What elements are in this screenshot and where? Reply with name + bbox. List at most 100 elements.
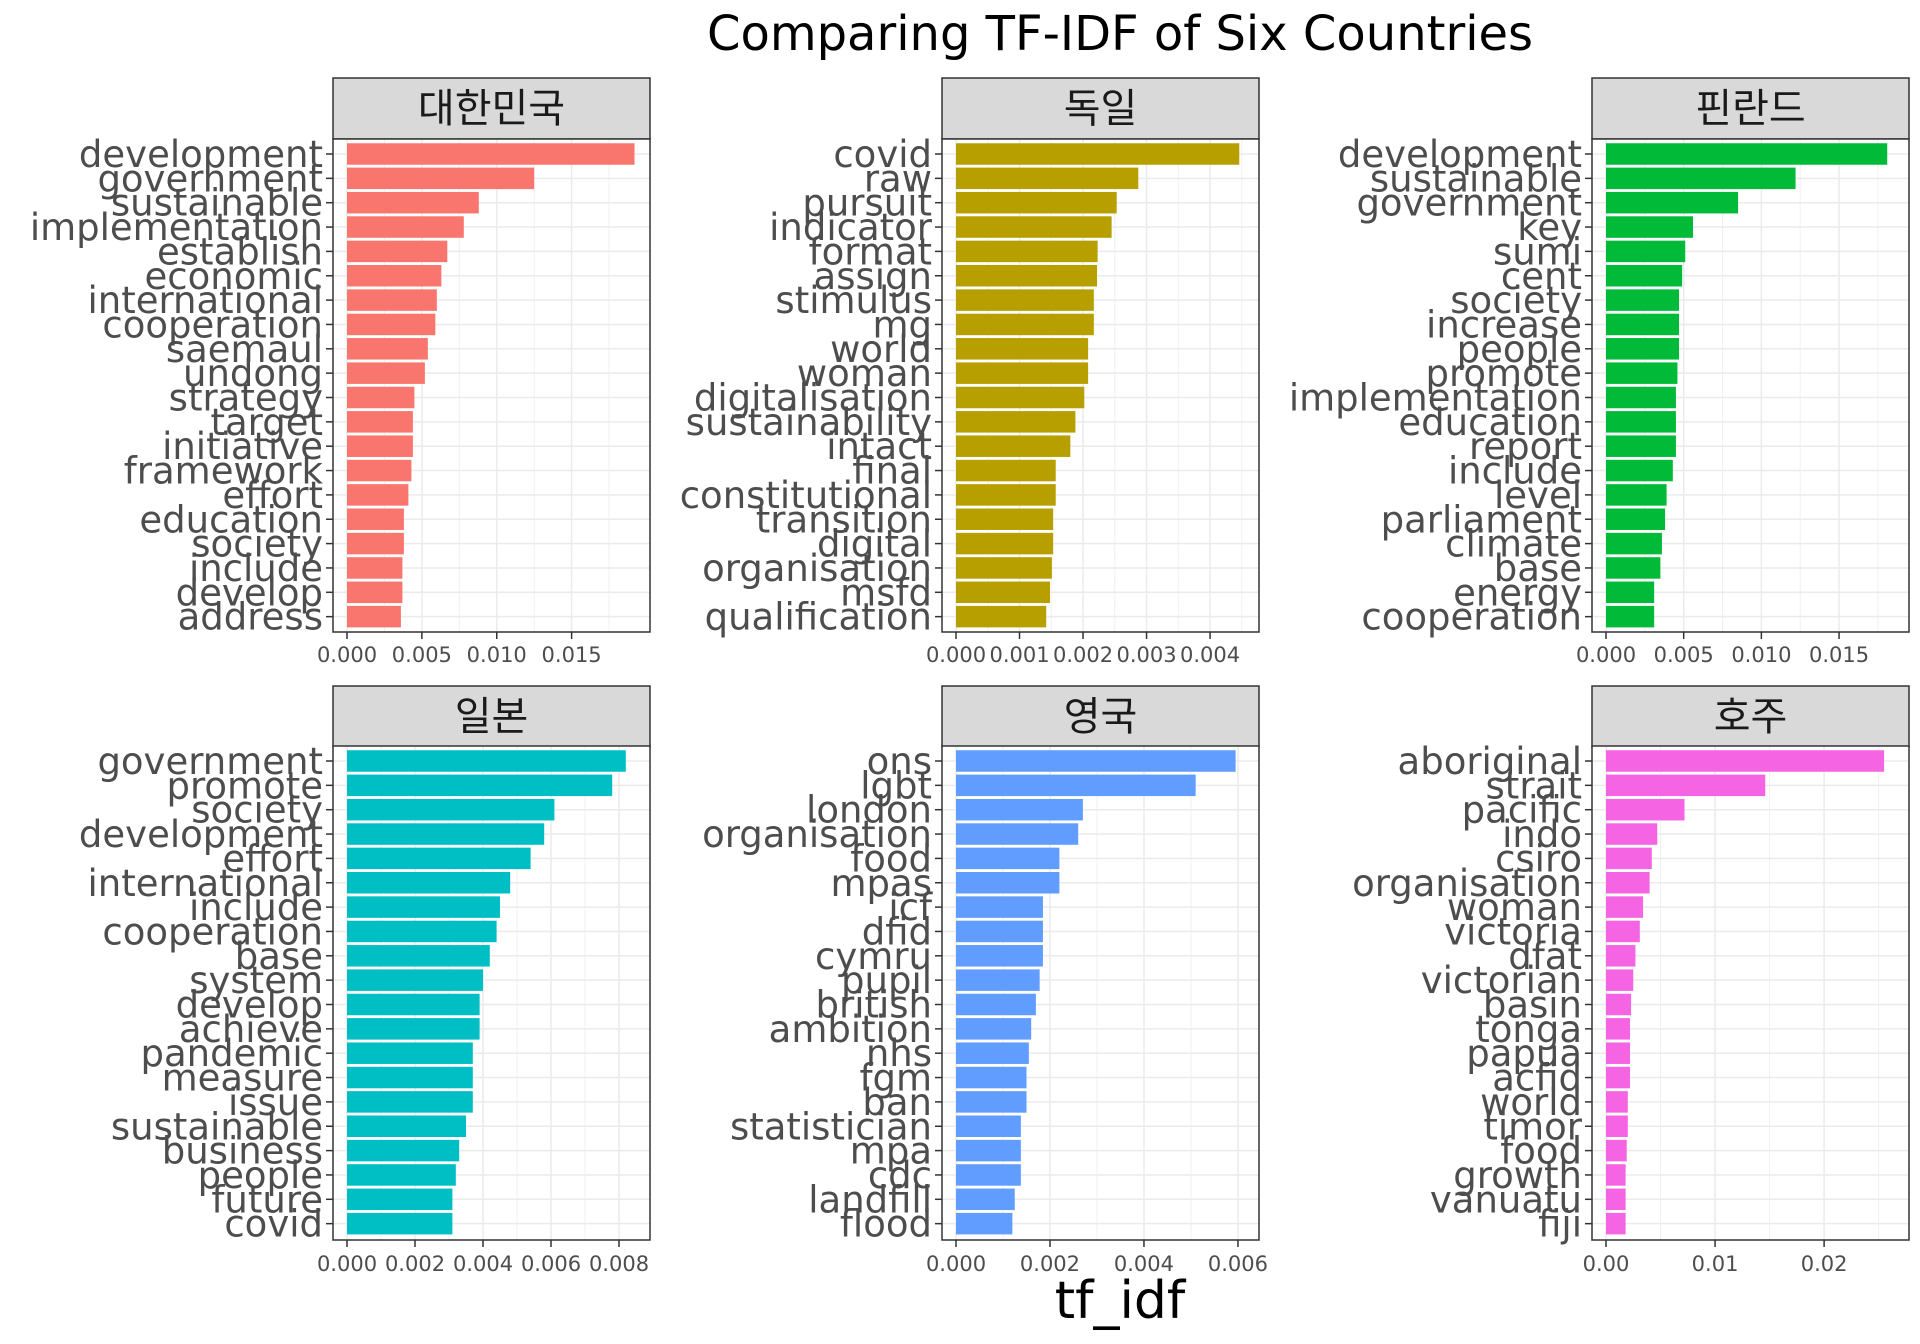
bar-framework bbox=[347, 459, 412, 482]
x-tick-label: 0.000 bbox=[317, 1252, 377, 1276]
category-label: international bbox=[87, 279, 323, 322]
category-label: education bbox=[1398, 401, 1582, 444]
bar-world bbox=[1606, 1091, 1628, 1113]
bar-constitutional bbox=[956, 484, 1056, 506]
bar-promote bbox=[347, 774, 613, 797]
bar-system bbox=[347, 969, 483, 991]
facet-strip-label: 핀란드 bbox=[1695, 86, 1805, 132]
category-label: cdc bbox=[868, 1154, 932, 1197]
category-label: food bbox=[850, 837, 932, 880]
category-label: saemaul bbox=[166, 328, 323, 371]
facet-strip-label: 일본 bbox=[455, 694, 529, 740]
category-label: tonga bbox=[1475, 1008, 1582, 1051]
facet-strip-label: 영국 bbox=[1064, 694, 1138, 740]
bar-fiji bbox=[1606, 1212, 1626, 1235]
bar-nhs bbox=[956, 1042, 1029, 1064]
bar-level bbox=[1606, 484, 1667, 506]
bar-fgm bbox=[956, 1066, 1027, 1089]
x-tick-label: 0.004 bbox=[1114, 1252, 1174, 1276]
category-label: landfill bbox=[808, 1178, 932, 1221]
bar-intact bbox=[956, 435, 1071, 457]
category-label: lgbt bbox=[860, 764, 932, 807]
category-label: cymru bbox=[815, 935, 932, 978]
bar-base bbox=[347, 945, 490, 967]
category-label: icf bbox=[888, 886, 933, 929]
category-label: covid bbox=[224, 1203, 323, 1246]
category-label: indo bbox=[1502, 813, 1582, 856]
category-label: vanuatu bbox=[1430, 1178, 1582, 1221]
bar-statistician bbox=[956, 1115, 1021, 1137]
category-label: assign bbox=[814, 255, 932, 298]
bar-report bbox=[1606, 435, 1676, 457]
facet-strip bbox=[332, 77, 651, 140]
bar-covid bbox=[347, 1212, 453, 1235]
x-tick-label: 0.005 bbox=[1654, 643, 1714, 667]
bar-assign bbox=[956, 265, 1098, 287]
category-label: base bbox=[235, 935, 323, 978]
bar-mg bbox=[956, 313, 1094, 336]
bar-format bbox=[956, 240, 1098, 263]
category-label: fiji bbox=[1538, 1203, 1582, 1246]
bar-timor bbox=[1606, 1115, 1628, 1137]
bar-economic bbox=[347, 265, 442, 287]
facet-strip bbox=[332, 685, 651, 748]
x-tick-label: 0.006 bbox=[521, 1252, 581, 1276]
category-label: include bbox=[1448, 450, 1582, 493]
category-label: dfat bbox=[1508, 935, 1582, 978]
category-label: effort bbox=[222, 474, 323, 517]
bar-vanuatu bbox=[1606, 1188, 1626, 1211]
category-label: transition bbox=[756, 498, 932, 541]
panel-2: 독일 covidrawpursuitindicatorformatassignst… bbox=[680, 77, 1260, 667]
category-label: target bbox=[211, 401, 324, 444]
panel-border bbox=[332, 745, 651, 1241]
bar-include bbox=[1606, 459, 1673, 482]
x-tick-label: 0.008 bbox=[589, 1252, 649, 1276]
bar-cent bbox=[1606, 265, 1683, 287]
bar-parliament bbox=[1606, 508, 1666, 530]
facet-strip-label: 독일 bbox=[1064, 86, 1138, 132]
category-label: world bbox=[830, 328, 932, 371]
bar-cymru bbox=[956, 945, 1043, 967]
bar-sustainable bbox=[347, 1115, 466, 1137]
bar-landfill bbox=[956, 1188, 1015, 1211]
category-label: statistician bbox=[730, 1105, 932, 1148]
category-label: victoria bbox=[1444, 910, 1582, 953]
category-label: flood bbox=[840, 1203, 932, 1246]
x-tick-label: 0.001 bbox=[989, 643, 1049, 667]
facet-strip bbox=[1591, 77, 1910, 140]
bar-covid bbox=[956, 143, 1240, 165]
bar-develop bbox=[347, 581, 403, 604]
bar-include bbox=[347, 896, 500, 918]
bar-saemaul bbox=[347, 338, 428, 360]
category-label: achieve bbox=[179, 1008, 323, 1051]
bar-indicator bbox=[956, 216, 1112, 238]
facet-strip-label: 호주 bbox=[1714, 694, 1788, 740]
bar-strait bbox=[1606, 774, 1766, 797]
bar-organisation bbox=[956, 823, 1079, 845]
category-label: initiative bbox=[162, 425, 323, 468]
x-tick-label: 0.000 bbox=[317, 643, 377, 667]
bar-dfat bbox=[1606, 945, 1636, 967]
bar-woman bbox=[956, 362, 1089, 384]
bar-government bbox=[347, 750, 626, 772]
bar-international bbox=[347, 872, 511, 894]
category-label: ons bbox=[867, 740, 932, 783]
panel-4: 일본 governmentpromotesocietydevelopmenteff… bbox=[79, 685, 651, 1276]
bar-achieve bbox=[347, 1018, 480, 1040]
category-label: organisation bbox=[702, 813, 932, 856]
x-tick-label: 0.004 bbox=[1180, 643, 1240, 667]
bar-mpas bbox=[956, 872, 1060, 894]
x-tick-label: 0.015 bbox=[542, 643, 602, 667]
category-label: cent bbox=[1501, 255, 1582, 298]
category-label: ban bbox=[862, 1081, 932, 1124]
bar-people bbox=[347, 1164, 456, 1186]
category-label: people bbox=[198, 1154, 323, 1197]
category-label: government bbox=[97, 740, 323, 783]
category-label: raw bbox=[864, 157, 932, 200]
bar-government bbox=[1606, 191, 1739, 214]
x-tick-label: 0.002 bbox=[1020, 1252, 1080, 1276]
category-label: dfid bbox=[862, 910, 932, 953]
category-label: mpas bbox=[831, 862, 932, 905]
category-label: intact bbox=[826, 425, 932, 468]
category-label: establish bbox=[157, 230, 323, 273]
